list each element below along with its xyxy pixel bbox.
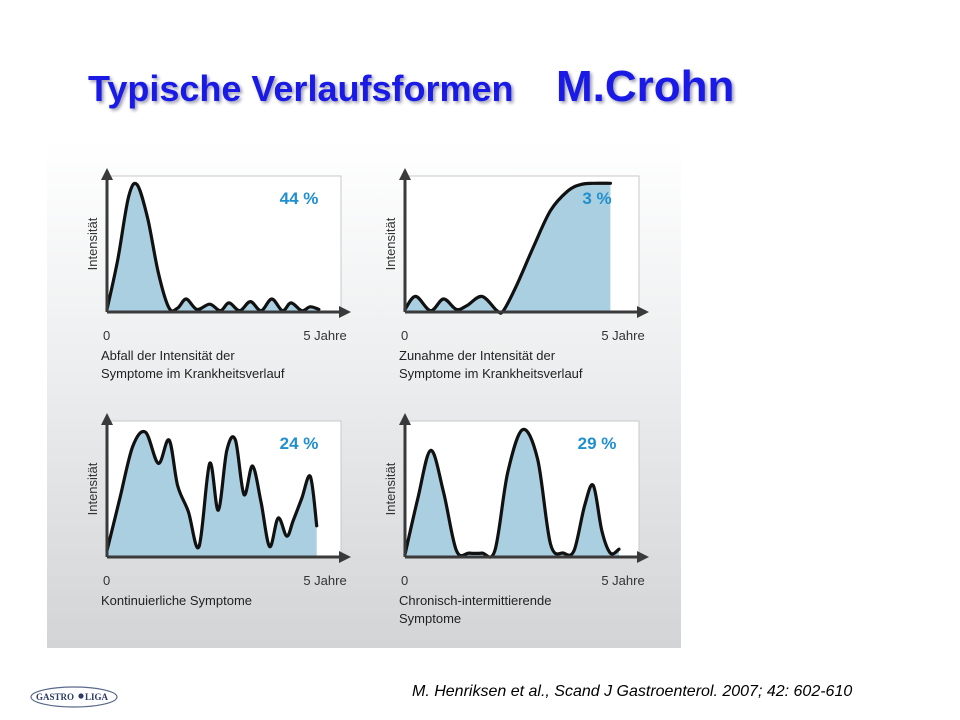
series-line <box>105 181 321 313</box>
y-axis-arrow <box>101 413 113 425</box>
y-axis-label: Intensität <box>383 462 398 515</box>
percent-label: 44 % <box>280 189 319 208</box>
y-axis-arrow <box>399 413 411 425</box>
x-axis-arrow <box>339 551 351 563</box>
title-part-1: Typische Verlaufsformen <box>88 68 514 109</box>
chart-1: Intensität 44 % 0 5 Jahre Abfall der Intensi… <box>85 168 351 381</box>
chart-caption: Abfall der Intensität der <box>101 348 235 363</box>
svg-text:LIGA: LIGA <box>85 692 109 702</box>
gastroliga-logo: GASTRO LIGA <box>30 684 120 710</box>
x-axis-arrow <box>339 306 351 318</box>
percent-label: 3 % <box>582 189 611 208</box>
title-part-2: M.Crohn <box>555 62 735 111</box>
chart-caption: Symptome <box>399 611 461 626</box>
chart-2: Intensität 3 % 0 5 Jahre Zunahme der Intensi… <box>383 168 649 381</box>
x-tick-label-end: 5 Jahre <box>601 573 644 588</box>
x-axis-arrow <box>637 306 649 318</box>
percent-label: 24 % <box>280 434 319 453</box>
x-axis-arrow <box>637 551 649 563</box>
chart-caption: Zunahme der Intensität der <box>399 348 556 363</box>
x-tick-label-end: 5 Jahre <box>303 573 346 588</box>
y-axis-label: Intensität <box>85 217 100 270</box>
y-axis-label: Intensität <box>85 462 100 515</box>
x-tick-label-start: 0 <box>401 573 408 588</box>
series-line <box>403 427 621 559</box>
x-tick-label-start: 0 <box>401 328 408 343</box>
slide-title: Typische Verlaufsformen M.Crohn <box>88 62 734 112</box>
chart-caption: Kontinuierliche Symptome <box>101 593 252 608</box>
y-axis-arrow <box>101 168 113 180</box>
svg-text:GASTRO: GASTRO <box>36 692 74 702</box>
chart-figure: Intensität 44 % 0 5 Jahre Abfall der Intensi… <box>47 140 681 648</box>
y-axis-label: Intensität <box>383 217 398 270</box>
x-tick-label-end: 5 Jahre <box>601 328 644 343</box>
chart-caption: Symptome im Krankheitsverlauf <box>101 366 285 381</box>
percent-label: 29 % <box>578 434 617 453</box>
chart-caption: Chronisch-intermittierende <box>399 593 551 608</box>
x-tick-label-start: 0 <box>103 328 110 343</box>
citation: M. Henriksen et al., Scand J Gastroenter… <box>412 683 853 700</box>
area-fill <box>405 429 619 558</box>
chart-3: Intensität 24 % 0 5 Jahre Kontinuierliche Sy… <box>85 413 351 608</box>
chart-4: Intensität 29 % 0 5 Jahre Chronisch-intermit… <box>383 413 649 626</box>
area-fill <box>405 183 611 314</box>
charts-svg: Intensität 44 % 0 5 Jahre Abfall der Intensi… <box>85 168 649 626</box>
x-tick-label-start: 0 <box>103 573 110 588</box>
chart-caption: Symptome im Krankheitsverlauf <box>399 366 583 381</box>
y-axis-arrow <box>399 168 411 180</box>
series-line <box>105 429 319 553</box>
x-tick-label-end: 5 Jahre <box>303 328 346 343</box>
